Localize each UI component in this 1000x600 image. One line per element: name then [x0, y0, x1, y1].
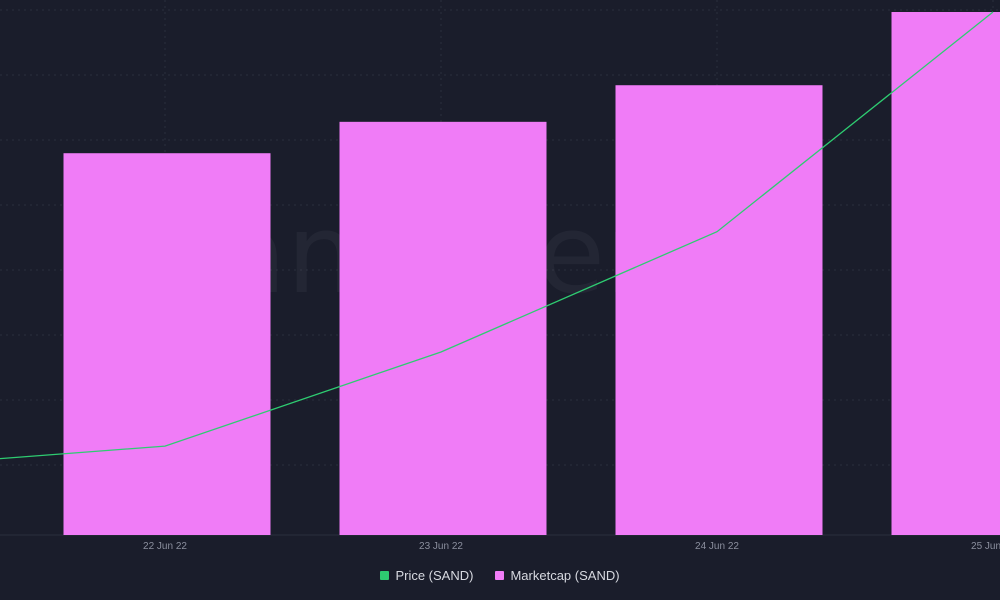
legend-label-price: Price (SAND): [395, 568, 474, 583]
legend: Price (SAND) Marketcap (SAND): [0, 568, 1000, 583]
price-line-group: [0, 11, 994, 460]
marketcap-bar[interactable]: [891, 12, 1000, 535]
legend-item-price[interactable]: Price (SAND): [380, 568, 473, 583]
marketcap-bar[interactable]: [615, 85, 823, 535]
marketcap-swatch-icon: [495, 571, 505, 580]
x-tick-label: 24 Jun 22: [695, 541, 739, 552]
legend-label-marketcap: Marketcap (SAND): [510, 568, 620, 583]
x-tick-label: 23 Jun 22: [419, 541, 463, 552]
x-tick-label: 22 Jun 22: [143, 541, 187, 552]
marketcap-bars: [63, 12, 1000, 535]
legend-item-marketcap[interactable]: Marketcap (SAND): [495, 568, 620, 583]
price-swatch-icon: [380, 571, 390, 580]
x-axis: 22 Jun 22 23 Jun 22 24 Jun 22 25 Jun 22: [143, 541, 1000, 552]
price-line[interactable]: [0, 11, 994, 460]
x-tick-label: 25 Jun 22: [971, 541, 1000, 552]
marketcap-bar[interactable]: [63, 153, 271, 535]
marketcap-bar[interactable]: [339, 121, 547, 535]
